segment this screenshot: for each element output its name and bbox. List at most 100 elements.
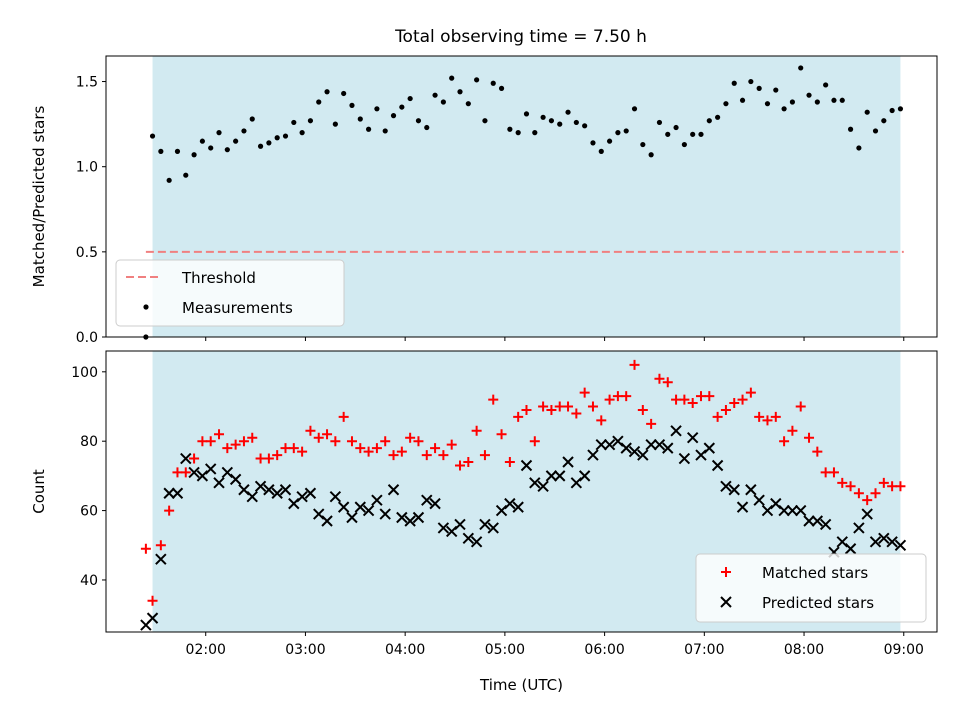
matched-star-marker — [371, 443, 382, 454]
predicted-star-point — [894, 539, 907, 551]
predicted-star-point — [703, 442, 716, 454]
predicted-star-point — [736, 501, 749, 513]
predicted-star-point — [869, 536, 882, 548]
matched-star-point — [654, 373, 665, 384]
matched-star-marker — [438, 450, 449, 461]
matched-star-marker — [546, 404, 557, 415]
measurement-point — [399, 104, 405, 110]
x-tick-label: 08:00 — [784, 642, 824, 658]
measurement-point — [266, 140, 272, 146]
measurement-point — [789, 99, 796, 105]
matched-star-marker — [604, 394, 615, 405]
matched-star-point — [870, 488, 881, 499]
predicted-star-point — [362, 504, 375, 517]
predicted-star-point — [296, 490, 308, 503]
matched-star-point — [371, 443, 382, 454]
predicted-star-point — [628, 445, 641, 458]
matched-star-point — [662, 377, 673, 388]
matched-star-marker — [230, 439, 241, 450]
predicted-star-point — [204, 463, 217, 475]
measurement-point — [299, 130, 305, 136]
measurement-point — [540, 114, 546, 120]
matched-star-point — [878, 477, 889, 488]
measurement-point — [449, 75, 455, 81]
matched-star-marker — [346, 436, 357, 447]
matched-star-marker — [770, 411, 781, 422]
matched-star-marker — [621, 391, 632, 402]
predicted-star-point — [454, 518, 466, 531]
measurement-point — [457, 89, 463, 95]
predicted-star-point — [778, 504, 790, 517]
legend-measurement-swatch — [143, 304, 149, 310]
matched-star-point — [330, 436, 341, 447]
predicted-star-point — [470, 536, 483, 548]
matched-star-point — [745, 387, 756, 398]
matched-star-point — [629, 359, 640, 370]
measurement-point — [881, 118, 887, 124]
matched-star-marker — [787, 425, 798, 436]
x-tick-label: 09:00 — [884, 642, 924, 658]
matched-star-marker — [471, 425, 482, 436]
measurement-point — [872, 128, 879, 134]
predicted-star-point — [728, 484, 740, 496]
matched-star-marker — [704, 391, 715, 402]
measurement-point — [598, 148, 604, 154]
matched-star-marker — [488, 394, 499, 405]
predicted-star-point — [421, 494, 433, 506]
matched-star-marker — [238, 436, 249, 447]
measurement-point — [158, 148, 164, 154]
predicted-star-point — [387, 484, 400, 496]
matched-star-point — [737, 394, 748, 405]
measurement-point — [640, 141, 646, 148]
predicted-star-point — [412, 511, 425, 524]
measurement-point — [507, 126, 513, 132]
matched-star-marker — [463, 457, 474, 468]
y-tick-label: 100 — [71, 365, 98, 381]
predicted-star-point — [321, 515, 333, 527]
matched-star-marker — [297, 446, 308, 457]
legend-threshold-label: Threshold — [181, 269, 256, 287]
matched-star-point — [363, 446, 374, 457]
measurement-point — [748, 78, 754, 85]
predicted-star-point — [595, 438, 607, 451]
predicted-star-point — [811, 515, 824, 527]
measurement-point — [241, 128, 247, 134]
matched-star-point — [247, 432, 258, 443]
predicted-star-point — [462, 532, 475, 545]
predicted-star-point — [620, 442, 632, 454]
matched-star-point — [579, 387, 590, 398]
matched-star-marker — [180, 467, 191, 478]
predicted-star-point — [229, 473, 242, 486]
matched-star-marker — [330, 436, 341, 447]
measurement-point — [731, 80, 737, 86]
measurement-point — [249, 116, 255, 122]
y-axis-label: Matched/Predicted stars — [30, 106, 48, 288]
matched-star-point — [479, 450, 490, 461]
matched-star-point — [380, 436, 391, 447]
matched-star-point — [355, 443, 366, 454]
predicted-star-point — [562, 456, 574, 468]
measurement-point — [440, 99, 446, 105]
measurement-point — [739, 97, 746, 103]
matched-star-marker — [380, 436, 391, 447]
predicted-star-point — [720, 480, 732, 493]
matched-star-point — [812, 446, 823, 457]
matched-star-point — [496, 429, 507, 440]
matched-star-marker — [587, 401, 598, 412]
matched-star-point — [521, 404, 532, 415]
matched-star-marker — [222, 443, 233, 454]
measurement-point — [856, 145, 862, 151]
predicted-star-point — [795, 504, 807, 517]
measurement-point — [823, 82, 829, 88]
matched-star-marker — [479, 450, 490, 461]
measurement-point — [847, 126, 854, 132]
predicted-star-point — [803, 515, 815, 527]
measurement-point — [706, 118, 712, 124]
predicted-star-point — [529, 477, 541, 489]
predicted-star-point — [686, 432, 699, 444]
matched-star-marker — [895, 481, 906, 492]
matched-star-marker — [538, 401, 549, 412]
predicted-star-point — [653, 438, 666, 451]
y-tick-label: 0.0 — [76, 330, 98, 346]
legend-matched-swatch — [721, 567, 731, 577]
